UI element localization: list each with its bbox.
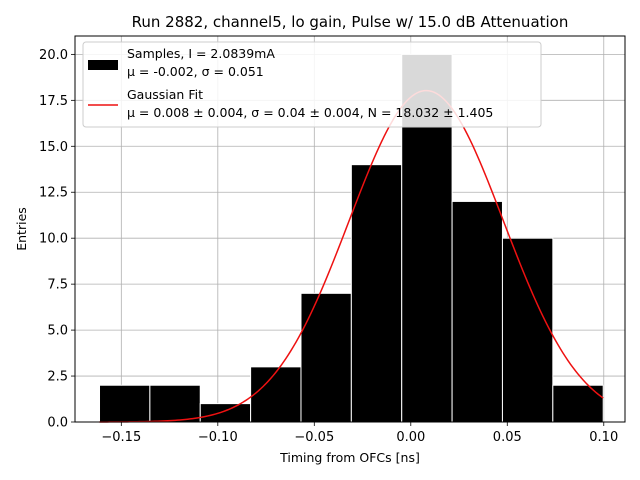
legend-fit-label: Gaussian Fit: [127, 87, 203, 102]
y-tick-label: 20.0: [39, 48, 68, 63]
y-tick-label: 12.5: [39, 186, 68, 201]
legend: Samples, I = 2.0839mA μ = -0.002, σ = 0.0…: [82, 41, 542, 128]
histogram-bar: [250, 366, 302, 423]
gaussian-fit-layer: [99, 89, 604, 423]
histogram-bar: [199, 403, 252, 423]
plot-frame: [74, 35, 626, 423]
y-tick-label: 5.0: [47, 324, 68, 339]
y-tick-label: 15.0: [39, 140, 68, 155]
x-tick-label: 0.10: [589, 430, 618, 445]
x-tick-label: 0.00: [396, 430, 425, 445]
x-axis: −0.15 −0.10 −0.05 0.00 0.05 0.10: [101, 422, 618, 445]
histogram-bar: [501, 237, 554, 423]
histogram-bar: [451, 200, 503, 423]
legend-box: [82, 41, 542, 128]
legend-samples-stats: μ = -0.002, σ = 0.051: [127, 64, 264, 79]
gaussian-fit-curve: [99, 89, 604, 423]
chart-title: Run 2882, channel5, lo gain, Pulse w/ 15…: [132, 13, 569, 31]
y-tick-label: 7.5: [47, 278, 68, 293]
histogram-bar: [99, 384, 151, 423]
x-axis-label: Timing from OFCs [ns]: [279, 450, 420, 465]
y-axis: 0.0 2.5 5.0 7.5 10.0 12.5 15.0 17.5 20.0: [39, 48, 75, 431]
histogram-bar: [552, 384, 604, 423]
y-tick-label: 0.0: [47, 416, 68, 431]
x-tick-label: −0.15: [101, 430, 141, 445]
y-tick-label: 2.5: [47, 370, 68, 385]
y-tick-label: 10.0: [39, 232, 68, 247]
y-axis-label: Entries: [14, 207, 29, 251]
legend-samples-label: Samples, I = 2.0839mA: [127, 46, 275, 61]
x-tick-label: 0.05: [493, 430, 522, 445]
legend-fit-stats: μ = 0.008 ± 0.004, σ = 0.04 ± 0.004, N =…: [127, 105, 493, 120]
legend-samples-swatch: [88, 60, 118, 70]
y-tick-label: 17.5: [39, 94, 68, 109]
x-tick-label: −0.10: [198, 430, 238, 445]
histogram-bar: [300, 292, 352, 423]
histogram-bar: [149, 384, 201, 423]
histogram-bar: [350, 164, 403, 423]
x-tick-label: −0.05: [294, 430, 334, 445]
